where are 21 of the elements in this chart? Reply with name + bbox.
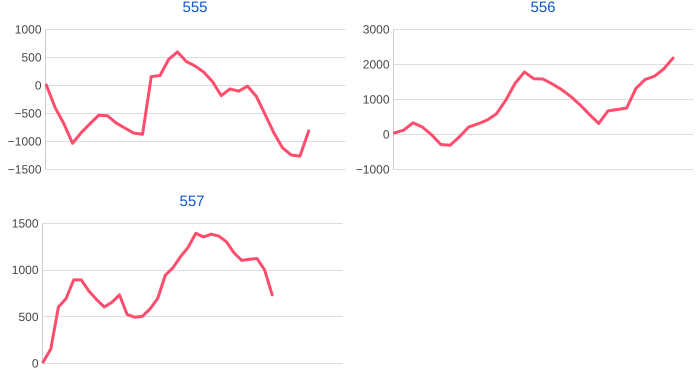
y-tick-label: 0 — [34, 78, 42, 92]
y-tick-label: −1500 — [8, 162, 42, 176]
chart-title: 555 — [182, 0, 208, 16]
line-series — [44, 50, 310, 158]
y-tick-label: −1000 — [356, 162, 390, 176]
line-series — [392, 56, 675, 147]
chart-title: 557 — [179, 193, 205, 210]
y-tick-label: 3000 — [362, 22, 390, 36]
y-tick-label: 0 — [32, 356, 39, 370]
line-series — [42, 232, 274, 364]
y-tick-label: 500 — [18, 310, 39, 324]
y-tick-label: 1000 — [14, 22, 42, 36]
y-tick-label: 1000 — [362, 92, 390, 106]
chart-title: 556 — [530, 0, 556, 16]
y-tick-label: 2000 — [362, 58, 390, 72]
y-tick-label: −500 — [14, 106, 42, 120]
y-tick-label: 0 — [382, 128, 390, 142]
y-tick-label: 1500 — [12, 216, 39, 230]
y-tick-label: 1000 — [12, 263, 39, 278]
y-tick-label: 500 — [21, 50, 42, 64]
y-tick-label: −1000 — [8, 134, 42, 148]
